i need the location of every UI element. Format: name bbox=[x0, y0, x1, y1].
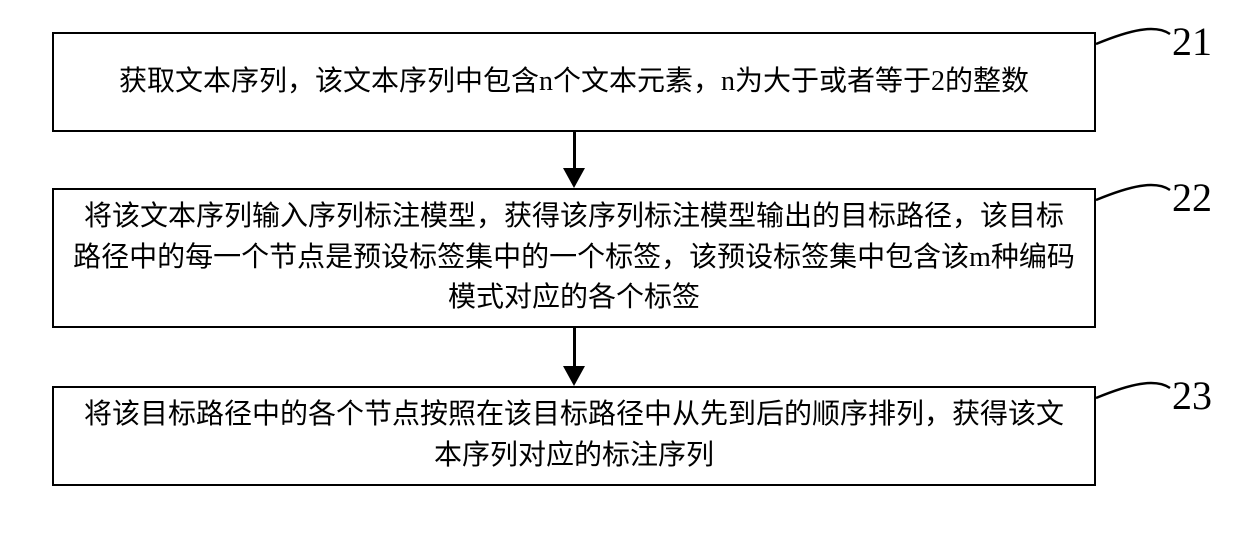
label-text: 23 bbox=[1172, 373, 1212, 418]
label-text: 21 bbox=[1172, 19, 1212, 64]
flowchart-canvas: 获取文本序列，该文本序列中包含n个文本元素，n为大于或者等于2的整数 21 将该… bbox=[0, 0, 1240, 534]
flow-step-22: 将该文本序列输入序列标注模型，获得该序列标注模型输出的目标路径，该目标路径中的每… bbox=[52, 188, 1096, 328]
flow-step-label-23: 23 bbox=[1172, 372, 1212, 419]
arrow-22-23-head bbox=[563, 366, 585, 386]
arrow-21-22-head bbox=[563, 168, 585, 188]
flow-step-text: 获取文本序列，该文本序列中包含n个文本元素，n为大于或者等于2的整数 bbox=[119, 62, 1029, 103]
arrow-21-22-line bbox=[573, 132, 576, 168]
flow-step-text: 将该文本序列输入序列标注模型，获得该序列标注模型输出的目标路径，该目标路径中的每… bbox=[72, 197, 1076, 319]
flow-step-text: 将该目标路径中的各个节点按照在该目标路径中从先到后的顺序排列，获得该文本序列对应… bbox=[72, 395, 1076, 476]
arrow-22-23-line bbox=[573, 328, 576, 366]
flow-step-21: 获取文本序列，该文本序列中包含n个文本元素，n为大于或者等于2的整数 bbox=[52, 32, 1096, 132]
flow-step-label-21: 21 bbox=[1172, 18, 1212, 65]
flow-step-23: 将该目标路径中的各个节点按照在该目标路径中从先到后的顺序排列，获得该文本序列对应… bbox=[52, 386, 1096, 486]
flow-step-label-22: 22 bbox=[1172, 174, 1212, 221]
label-text: 22 bbox=[1172, 175, 1212, 220]
